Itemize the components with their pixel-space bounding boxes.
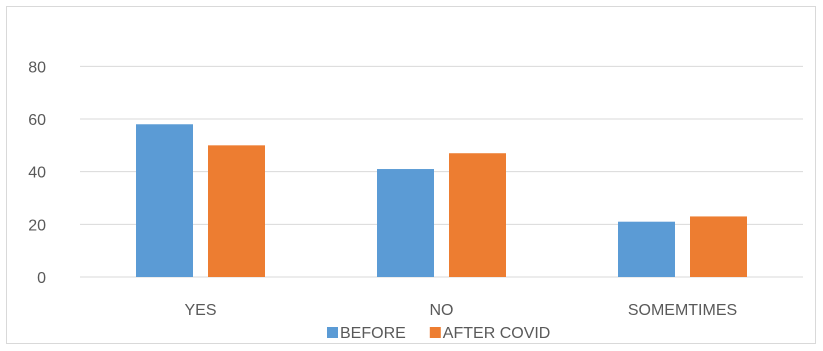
legend-label: AFTER COVID (443, 325, 551, 342)
legend-swatch (429, 327, 441, 338)
bar-before (618, 221, 675, 277)
legend-swatch (327, 327, 338, 338)
bar-before (136, 124, 193, 278)
y-tick-label: 0 (37, 270, 46, 287)
gridlines (80, 65, 803, 278)
bar-after-covid (690, 216, 747, 277)
bar-after-covid (208, 145, 265, 277)
bar-before (377, 169, 434, 277)
x-category-label: NO (430, 302, 454, 319)
y-tick-label: 40 (28, 165, 46, 182)
x-category-label: YES (184, 302, 216, 319)
y-axis-ticks: 0 20 40 60 80 (28, 59, 46, 287)
y-tick-label: 80 (28, 59, 46, 76)
y-tick-label: 60 (28, 112, 46, 129)
legend: BEFORE AFTER COVID (327, 325, 550, 342)
x-axis-categories: YES NO SOMEMTIMES (184, 302, 737, 319)
legend-label: BEFORE (340, 325, 406, 342)
y-tick-label: 20 (28, 217, 46, 234)
bar-after-covid (449, 153, 506, 277)
bars (136, 124, 747, 278)
x-category-label: SOMEMTIMES (628, 302, 737, 319)
